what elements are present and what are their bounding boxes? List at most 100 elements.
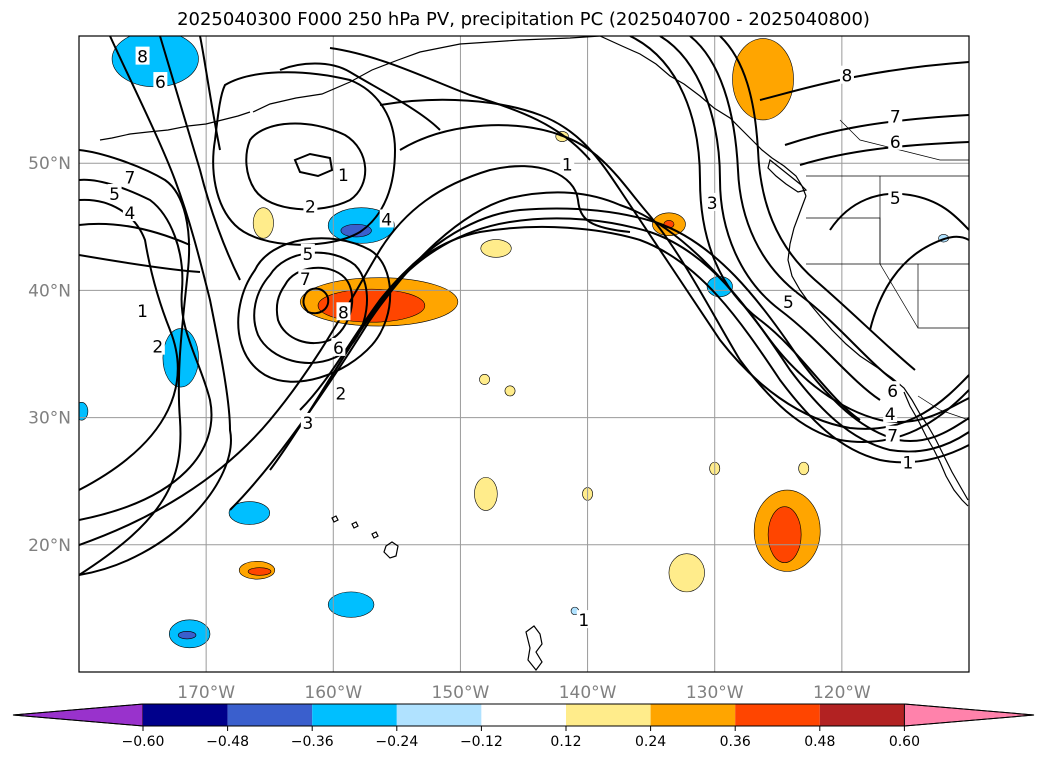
pv-contour	[399, 124, 969, 443]
pv-contour	[199, 36, 221, 151]
colorbar-bin	[481, 704, 566, 726]
pv-contour	[237, 237, 392, 383]
contour-label: 5	[783, 293, 794, 313]
precip-anomaly-region	[327, 591, 375, 618]
contour-label-background	[331, 337, 346, 356]
contour-label: 7	[124, 168, 135, 188]
contour-label-background	[107, 184, 122, 202]
contour-label-background	[336, 164, 351, 183]
colorbar-bin	[735, 704, 820, 726]
colorbar-bin	[819, 704, 905, 726]
pv-contour	[229, 191, 969, 511]
coastline-panhandle	[599, 36, 807, 197]
pv-contour	[719, 36, 916, 371]
border-us-mexico	[917, 395, 969, 421]
coastline-alaska	[252, 36, 601, 113]
plot-frame	[78, 35, 970, 673]
contour-label: 2	[305, 198, 316, 218]
axis-labels: 20°N 30°N 40°N 50°N 170°W 160°W 150°W 140°W 130°…	[28, 154, 871, 703]
contour-label-background	[135, 46, 150, 65]
contour-label: 2	[336, 385, 347, 405]
contour-label: 5	[302, 245, 313, 265]
border-state-1	[806, 217, 881, 265]
contour-label: 8	[338, 303, 349, 323]
colorbar-tick-label: −0.24	[375, 734, 418, 750]
latitude-tick-label: 30°N	[28, 409, 71, 429]
contour-label-background	[298, 269, 313, 288]
pv-contour	[245, 122, 367, 211]
contour-label-background	[336, 302, 351, 321]
colorbar: −0.60 −0.48 −0.36 −0.24 −0.12 0.12 0.24 0.36 0.4…	[12, 703, 1035, 750]
political-borders	[806, 119, 969, 421]
precip-anomaly-region	[479, 374, 490, 385]
precip-anomaly-region	[340, 223, 372, 238]
contour-label: 8	[842, 67, 853, 87]
contour-label-background	[122, 167, 137, 186]
pv-contour	[659, 36, 881, 401]
coastline-baja	[903, 391, 969, 507]
contour-label-background	[885, 381, 900, 400]
pv-contours	[79, 36, 969, 576]
pv-contour	[329, 47, 591, 161]
pv-contour	[79, 165, 631, 546]
precip-anomaly-region	[767, 506, 802, 563]
colorbar-tick-label: −0.60	[122, 734, 165, 750]
contour-label-background	[781, 292, 796, 311]
contour-label-background	[300, 243, 315, 262]
contour-label-background	[300, 412, 315, 431]
colorbar-bin	[312, 704, 397, 726]
contour-label: 6	[887, 382, 898, 402]
border-state-3	[917, 264, 969, 329]
contour-label-background	[333, 383, 348, 402]
contour-label: 6	[333, 339, 344, 359]
colorbar-extend-high	[903, 703, 1035, 727]
contour-label-background	[885, 425, 900, 444]
colorbar-tick-label: 0.12	[550, 734, 581, 750]
coastlines	[99, 36, 969, 671]
colorbar-bin	[396, 704, 482, 726]
border-state-4	[879, 263, 919, 329]
precip-anomaly-region	[79, 402, 89, 421]
precip-anomaly-region	[504, 385, 516, 397]
contour-label: 4	[124, 204, 135, 224]
precip-anomaly-region	[228, 501, 271, 525]
coastline-hawaii-oahu	[351, 521, 359, 529]
pv-contour	[829, 192, 969, 231]
contour-label: 6	[890, 133, 901, 153]
contour-label: 5	[109, 185, 120, 205]
coastline-aleutians	[99, 111, 251, 141]
contour-label: 1	[338, 166, 349, 186]
contour-label-background	[576, 610, 591, 629]
longitude-tick-label: 130°W	[686, 683, 744, 703]
pv-contour	[289, 217, 969, 453]
coastline-island-south	[525, 625, 543, 671]
colorbar-bin	[143, 704, 228, 726]
contour-label-background	[135, 301, 150, 320]
precip-anomaly-region	[798, 461, 810, 476]
contour-label: 3	[302, 414, 313, 434]
latitude-tick-label: 40°N	[28, 281, 71, 301]
precip-anomaly-region	[247, 567, 272, 576]
contour-label-background	[883, 404, 898, 423]
pv-contour	[629, 36, 861, 421]
coastline-vancouver-island	[767, 158, 808, 193]
coastline-hawaii-big	[383, 541, 399, 559]
pv-contour	[869, 235, 969, 331]
coastline-us-west	[787, 195, 969, 501]
colorbar-tick-label: 0.24	[635, 734, 666, 750]
colorbar-tick-label: −0.48	[206, 734, 249, 750]
contour-label: 7	[887, 427, 898, 447]
contour-label: 1	[137, 302, 148, 322]
pv-contour	[79, 222, 191, 246]
contour-label: 4	[381, 210, 392, 230]
precip-anomaly-region	[474, 477, 498, 511]
border-state-5	[839, 119, 969, 161]
pv-contour	[784, 114, 969, 146]
pv-contour	[293, 152, 334, 178]
contour-label-background	[379, 209, 394, 228]
colorbar-bin	[650, 704, 736, 726]
contour-label-background	[888, 106, 903, 125]
longitude-tick-label: 150°W	[432, 683, 490, 703]
